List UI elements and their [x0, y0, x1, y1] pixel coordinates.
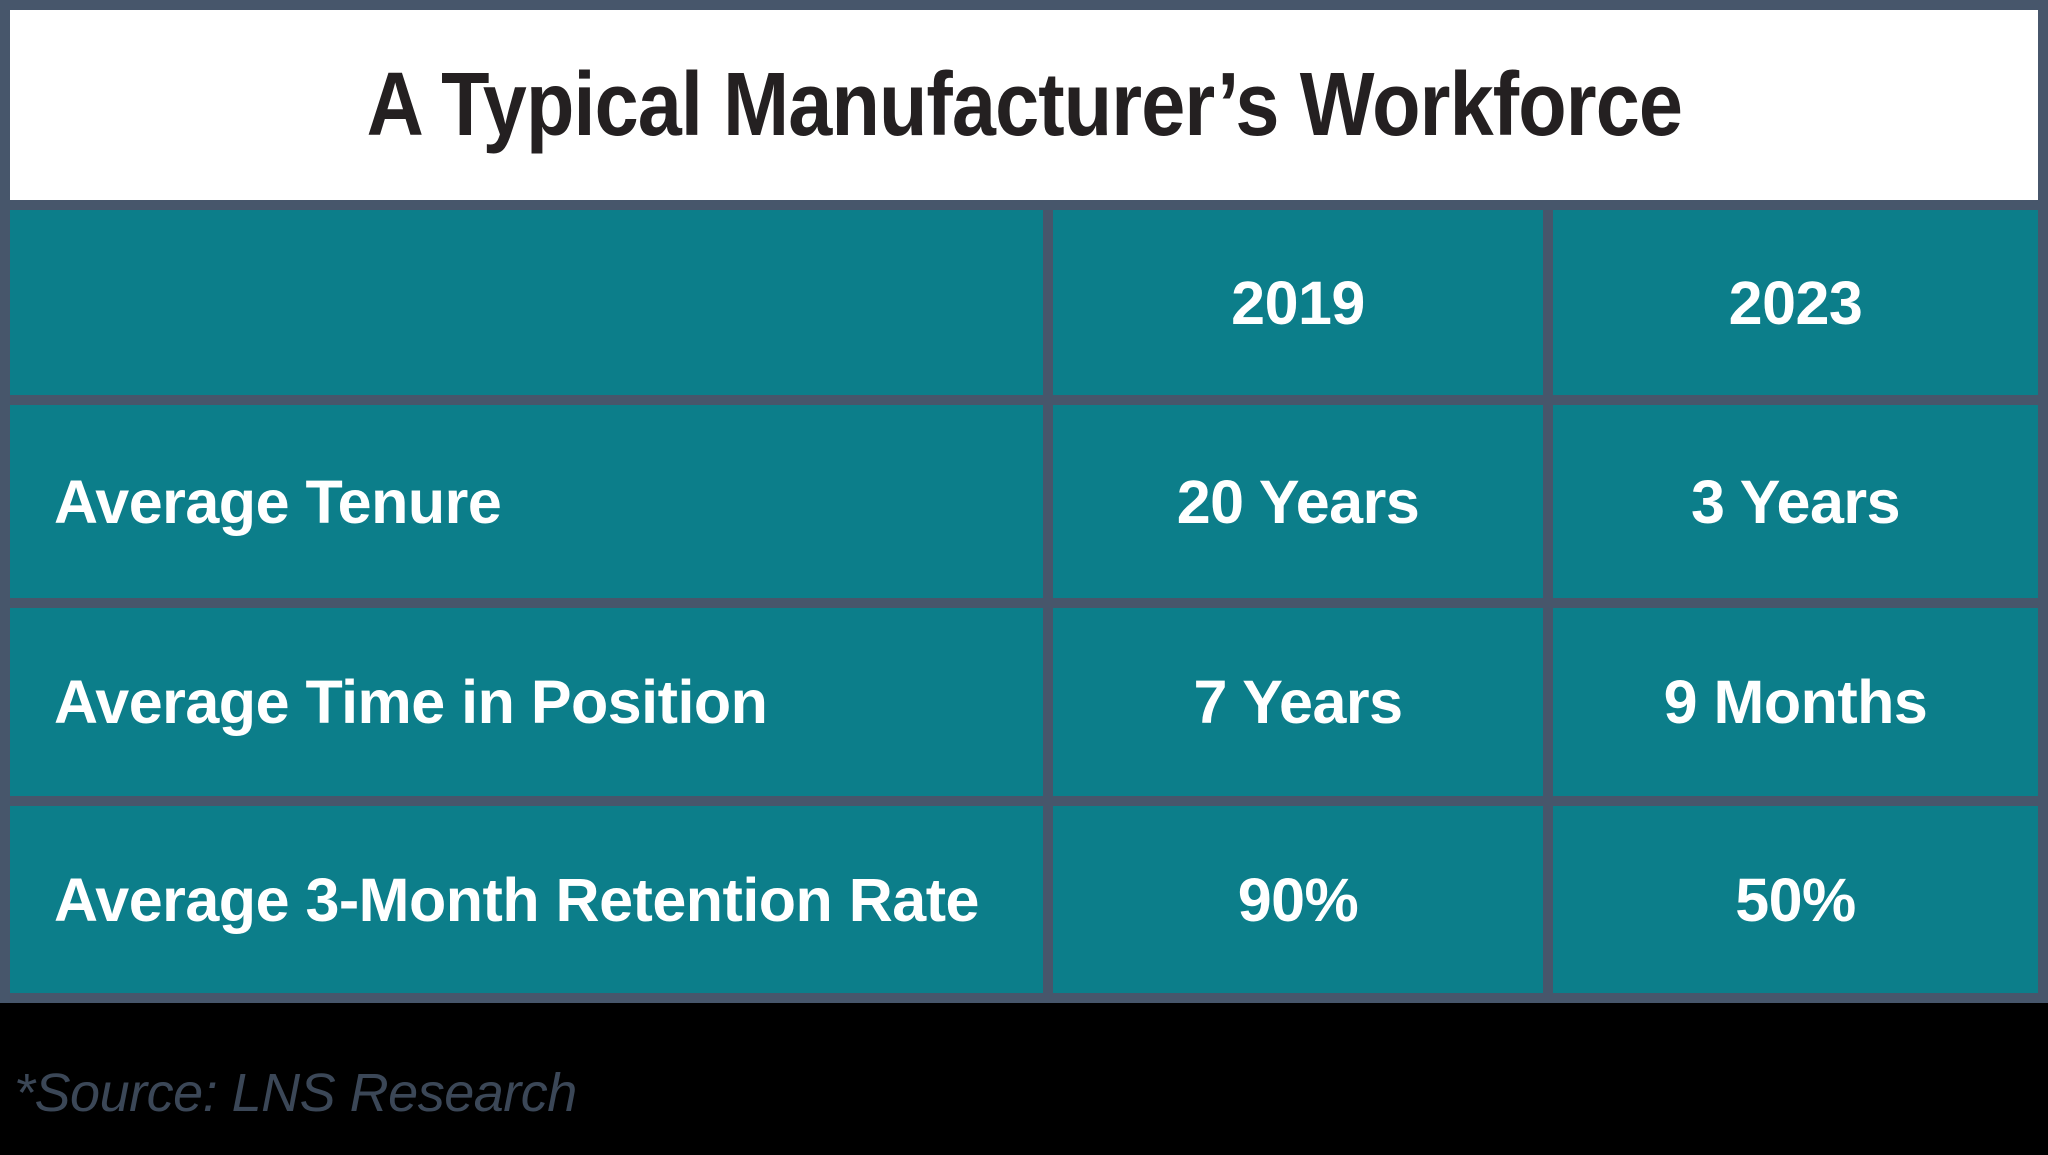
cell-time-in-position-2019: 7 Years — [1053, 608, 1543, 796]
cell-tenure-2019: 20 Years — [1053, 405, 1543, 598]
row-label-retention-rate: Average 3-Month Retention Rate — [10, 806, 1043, 993]
header-cell-2019: 2019 — [1053, 210, 1543, 395]
workforce-table: A Typical Manufacturer’s Workforce 2019 … — [0, 0, 2048, 1003]
row-label-time-in-position: Average Time in Position — [10, 608, 1043, 796]
cell-tenure-2023: 3 Years — [1553, 405, 2038, 598]
row-label-average-tenure: Average Tenure — [10, 405, 1043, 598]
cell-retention-rate-2019: 90% — [1053, 806, 1543, 993]
header-cell-2023: 2023 — [1553, 210, 2038, 395]
source-note: *Source: LNS Research — [14, 1063, 577, 1123]
header-cell-blank — [10, 210, 1043, 395]
table-title-band: A Typical Manufacturer’s Workforce — [10, 10, 2038, 200]
cell-time-in-position-2023: 9 Months — [1553, 608, 2038, 796]
cell-retention-rate-2023: 50% — [1553, 806, 2038, 993]
table-title: A Typical Manufacturer’s Workforce — [366, 54, 1682, 155]
